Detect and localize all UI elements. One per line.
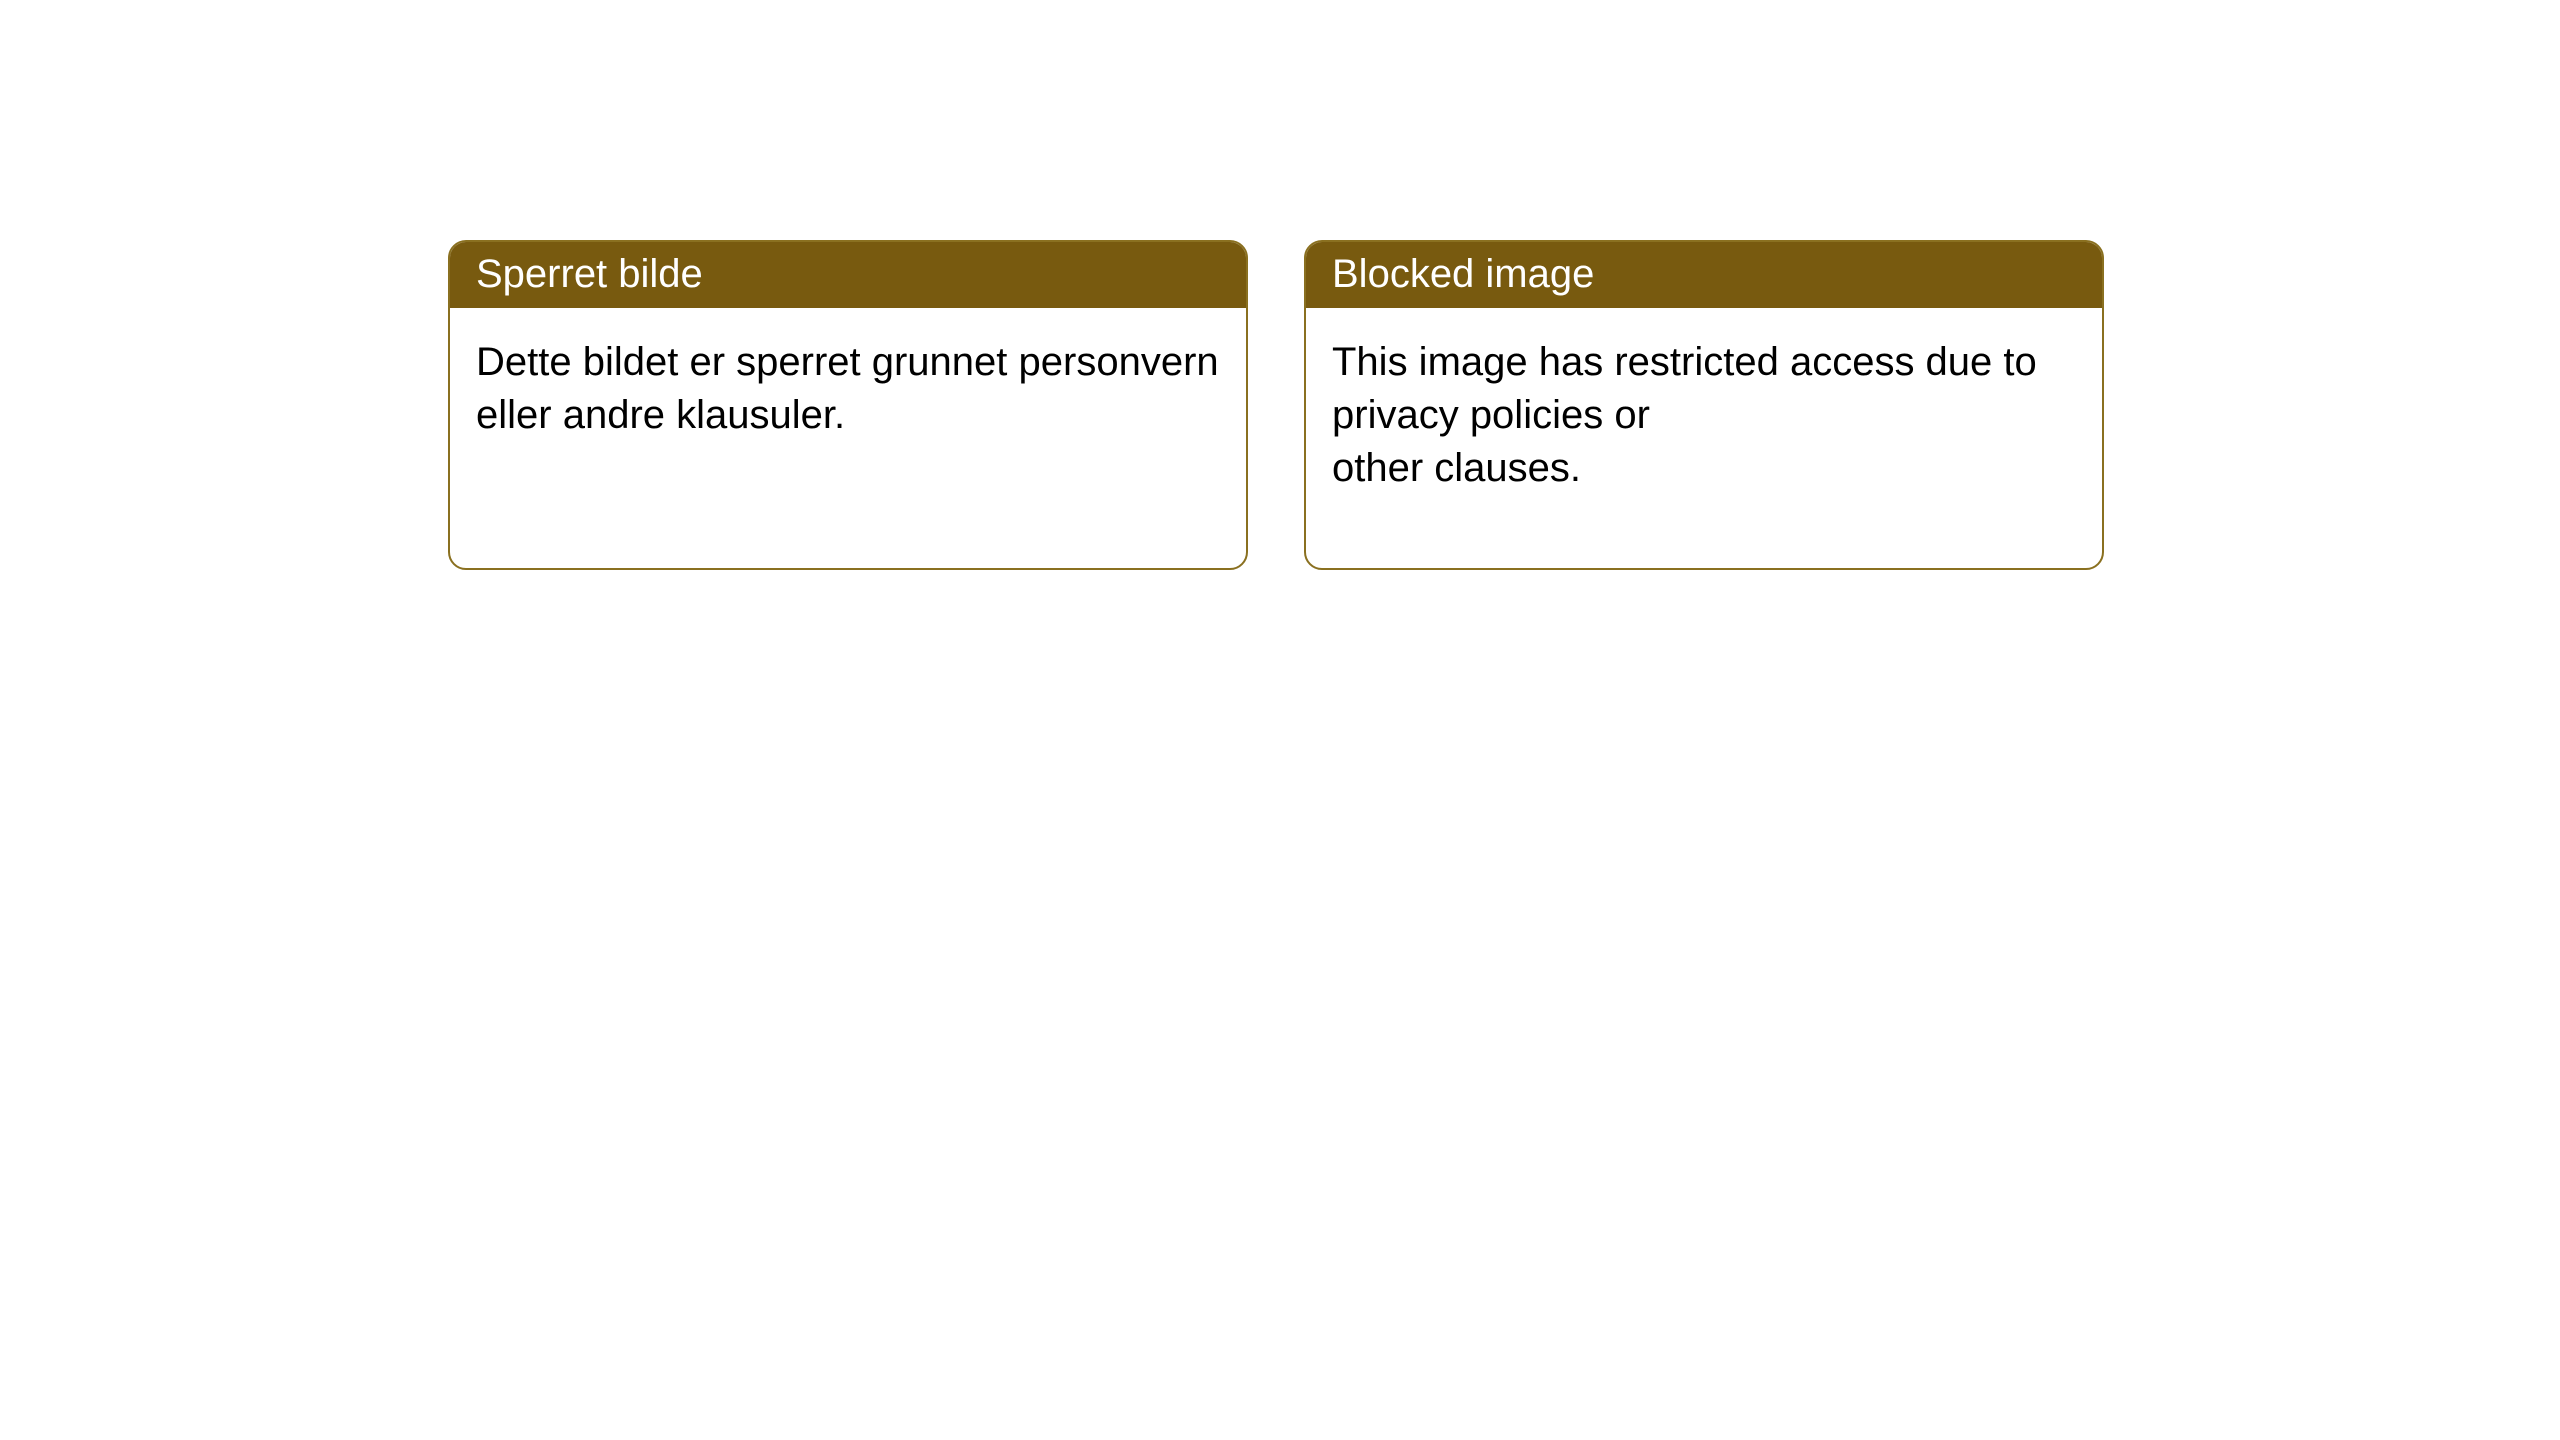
notice-card-body: Dette bildet er sperret grunnet personve…	[450, 308, 1246, 472]
notice-card-body: This image has restricted access due to …	[1306, 308, 2102, 524]
notice-card-header: Sperret bilde	[450, 242, 1246, 308]
notice-card-header: Blocked image	[1306, 242, 2102, 308]
notice-container: Sperret bilde Dette bildet er sperret gr…	[448, 240, 2104, 570]
notice-card-norwegian: Sperret bilde Dette bildet er sperret gr…	[448, 240, 1248, 570]
notice-card-english: Blocked image This image has restricted …	[1304, 240, 2104, 570]
